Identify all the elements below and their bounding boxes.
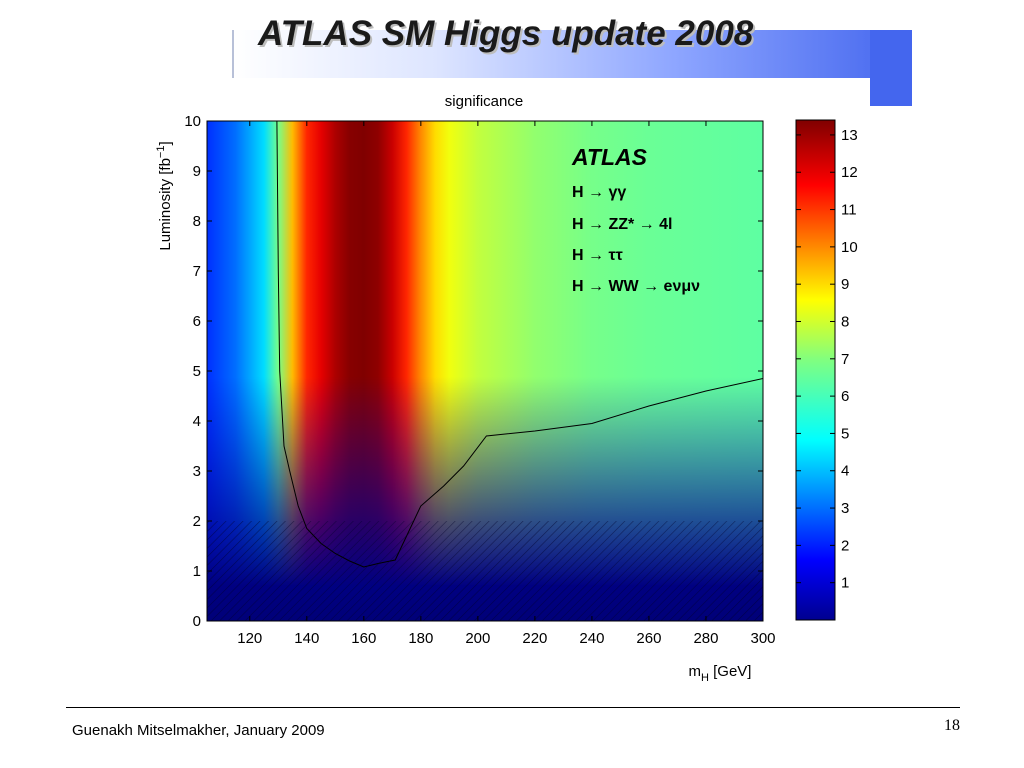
y-tick-label: 9 [193, 163, 201, 180]
x-tick-label: 220 [522, 630, 547, 647]
legend-header: ATLAS [571, 144, 648, 170]
y-tick-label: 5 [193, 363, 201, 380]
x-tick-label: 200 [465, 630, 490, 647]
colorbar-tick-label: 9 [841, 276, 849, 293]
colorbar-tick-label: 3 [841, 500, 849, 517]
colorbar-tick-label: 2 [841, 537, 849, 554]
x-tick-label: 120 [237, 630, 262, 647]
chart-title: significance [445, 93, 523, 110]
colorbar-tick-label: 10 [841, 239, 858, 256]
y-tick-label: 3 [193, 463, 201, 480]
y-tick-label: 0 [193, 613, 201, 630]
x-tick-label: 240 [579, 630, 604, 647]
colorbar-tick-label: 4 [841, 463, 849, 480]
colorbar-tick-label: 6 [841, 388, 849, 405]
colorbar-scale [795, 119, 836, 621]
y-tick-label: 8 [193, 213, 201, 230]
x-tick-label: 300 [750, 630, 775, 647]
y-tick-label: 7 [193, 263, 201, 280]
y-tick-label: 1 [193, 563, 201, 580]
colorbar-tick-label: 1 [841, 575, 849, 592]
x-tick-label: 160 [351, 630, 376, 647]
legend-entry: H → WW → eνμν [572, 278, 700, 295]
legend: ATLAS H → γγ H → ZZ* → 4l H → ττ H → WW … [571, 144, 700, 295]
x-tick-label: 180 [408, 630, 433, 647]
footer-divider [66, 707, 960, 708]
x-tick-label: 260 [636, 630, 661, 647]
legend-entry: H → ττ [572, 247, 623, 264]
x-axis-label: mH [GeV] [689, 663, 752, 684]
y-tick-label: 2 [193, 513, 201, 530]
legend-entry: H → γγ [572, 184, 626, 201]
title-banner-tab [870, 30, 912, 106]
footer-author: Guenakh Mitselmakher, January 2009 [72, 722, 325, 739]
legend-entry: H → ZZ* → 4l [572, 216, 672, 233]
y-tick-label: 4 [193, 413, 201, 430]
title-banner-edge [232, 30, 234, 78]
y-tick-label: 6 [193, 313, 201, 330]
y-tick-label: 10 [184, 113, 201, 130]
colorbar-tick-label: 13 [841, 127, 858, 144]
colorbar-tick-label: 11 [841, 202, 857, 219]
page-number: 18 [944, 717, 960, 734]
heatmap-area [206, 120, 764, 622]
hatched-region [207, 521, 763, 621]
x-tick-label: 140 [294, 630, 319, 647]
colorbar-tick-label: 8 [841, 313, 849, 330]
x-tick-label: 280 [693, 630, 718, 647]
colorbar-tick-label: 12 [841, 164, 858, 181]
heatmap-field [207, 121, 763, 586]
y-axis-label: Luminosity [fb−1] [155, 141, 174, 250]
colorbar-tick-label: 7 [841, 351, 849, 368]
colorbar-tick-label: 5 [841, 425, 849, 442]
title-banner [232, 30, 912, 78]
slide-title: ATLAS SM Higgs update 2008 [258, 14, 754, 53]
